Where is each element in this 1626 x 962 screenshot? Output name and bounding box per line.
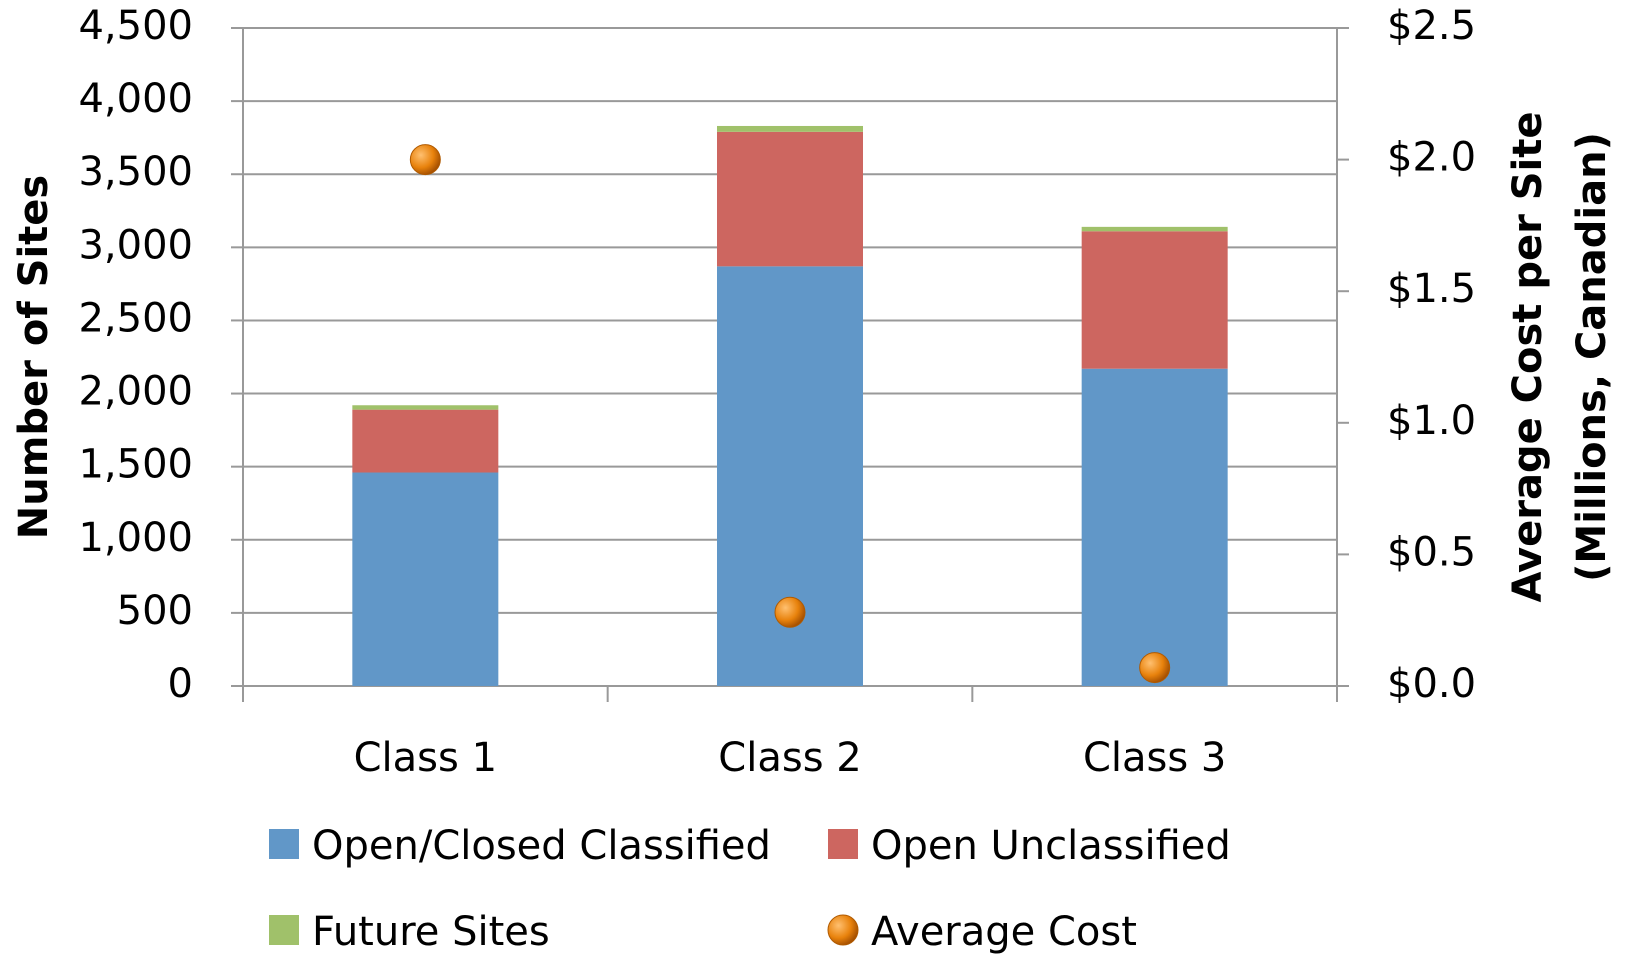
legend-label: Open Unclassified	[871, 823, 1231, 869]
legend-marker	[269, 915, 299, 945]
y-tick-label: 3,500	[78, 149, 193, 195]
y2-tick-label: $1.5	[1387, 266, 1476, 312]
y-tick-label: 500	[117, 588, 193, 634]
y-tick-label: 4,000	[78, 76, 193, 122]
bar-segment	[717, 131, 863, 267]
y2-tick-label: $2.5	[1387, 3, 1476, 49]
legend-label: Average Cost	[871, 909, 1137, 955]
x-tick-label: Class 1	[354, 735, 497, 781]
legend-label: Open/Closed Classified	[312, 823, 771, 869]
legend-marker	[828, 829, 858, 859]
y-axis-label: Number of Sites	[11, 175, 57, 539]
bar-segment	[1081, 368, 1228, 686]
y2-axis-label: Average Cost per Site	[1505, 111, 1551, 602]
cost-dot	[774, 596, 806, 628]
legend-marker	[269, 829, 299, 859]
y-tick-label: 0	[168, 661, 193, 707]
y2-tick-label: $1.0	[1387, 398, 1476, 444]
y-tick-label: 2,500	[78, 295, 193, 341]
bar-segment	[352, 472, 499, 686]
y-tick-label: 2,000	[78, 369, 193, 415]
cost-dot	[409, 144, 441, 176]
bar-segment	[1081, 231, 1228, 369]
y-tick-label: 3,000	[78, 222, 193, 268]
x-tick-label: Class 3	[1083, 735, 1226, 781]
x-tick-label: Class 2	[718, 735, 861, 781]
bar-segment	[352, 405, 499, 410]
cost-dot	[1139, 652, 1171, 684]
y2-tick-label: $0.0	[1387, 661, 1476, 707]
bar-segment	[352, 409, 499, 473]
bar-segment	[717, 125, 863, 132]
y2-tick-label: $2.0	[1387, 135, 1476, 181]
legend-marker	[827, 914, 859, 946]
y-tick-label: 1,000	[78, 515, 193, 561]
y-tick-label: 1,500	[78, 442, 193, 488]
y2-axis-label: (Millions, Canadian)	[1569, 132, 1615, 582]
y-tick-label: 4,500	[78, 3, 193, 49]
bar-segment	[1081, 226, 1228, 232]
y2-tick-label: $0.5	[1387, 529, 1476, 575]
legend-label: Future Sites	[312, 909, 550, 955]
